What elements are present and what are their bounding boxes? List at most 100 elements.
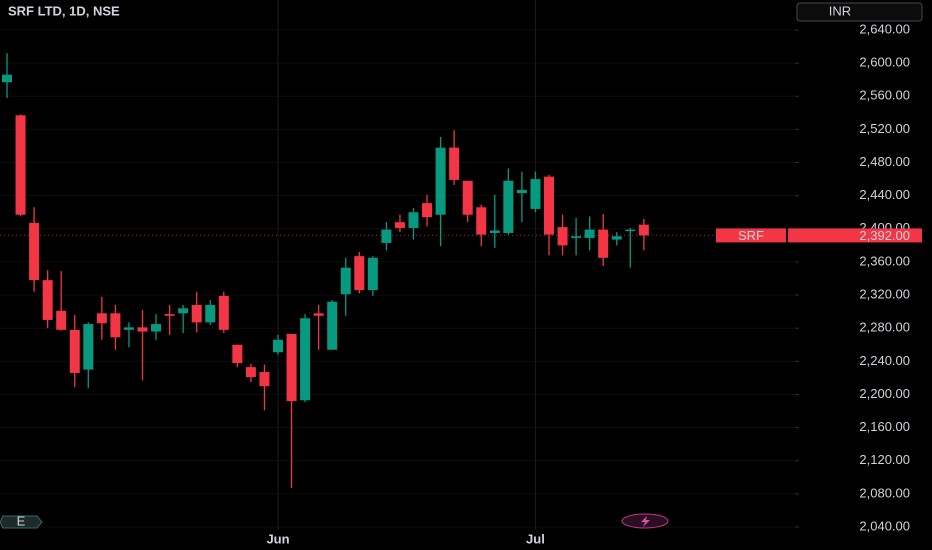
candle-body	[29, 223, 40, 281]
currency-box[interactable]	[796, 2, 923, 22]
candle-body	[178, 308, 189, 314]
candle-body	[137, 327, 148, 332]
candle-body	[584, 229, 595, 238]
candle	[164, 305, 175, 335]
candle-body	[557, 227, 568, 246]
currency[interactable]: INR	[829, 3, 851, 18]
candle	[313, 305, 324, 350]
candle-body	[422, 203, 433, 218]
x-tick-label: Jul	[526, 531, 545, 546]
logo-letter: E	[17, 513, 26, 528]
candle-body	[218, 295, 229, 330]
candle	[178, 305, 189, 334]
candle-body	[489, 230, 500, 233]
candle	[110, 305, 121, 350]
candle-body	[394, 222, 405, 228]
candle	[584, 216, 595, 251]
candle-body	[245, 367, 256, 378]
candle-body	[69, 329, 80, 373]
flash-bolt	[641, 516, 650, 527]
candle	[571, 218, 582, 256]
candle	[408, 208, 419, 240]
candle-body	[15, 115, 26, 215]
candle	[232, 344, 243, 368]
candle	[503, 168, 514, 235]
y-tick-label: 2,520.00	[859, 121, 910, 136]
x-tick-label: Jun	[266, 531, 289, 546]
candle	[557, 214, 568, 256]
candle-body	[516, 189, 527, 194]
y-tick-label: 2,200.00	[859, 386, 910, 401]
candle-body	[367, 257, 378, 291]
candle	[218, 291, 229, 334]
candle	[29, 207, 40, 292]
y-tick-label: 2,280.00	[859, 320, 910, 335]
candle-body	[503, 180, 514, 233]
y-tick-label: 2,480.00	[859, 154, 910, 169]
flash-icon[interactable]	[621, 513, 669, 529]
candle	[476, 204, 487, 247]
candle-body	[462, 180, 473, 215]
candle-body	[123, 327, 134, 330]
candle-body	[327, 301, 338, 350]
candle	[123, 322, 134, 348]
candle	[327, 300, 338, 350]
candle-body	[625, 229, 636, 232]
y-tick-label: 2,600.00	[859, 55, 910, 70]
candle-body	[340, 267, 351, 295]
candle	[56, 271, 67, 331]
candle	[205, 300, 216, 325]
candle-body	[544, 176, 554, 235]
candle	[137, 309, 148, 381]
candle-body	[151, 324, 162, 332]
candle	[598, 213, 609, 267]
candle	[245, 363, 256, 383]
candle-body	[408, 212, 419, 228]
candle	[381, 222, 392, 251]
candle	[449, 130, 460, 185]
candle	[516, 171, 527, 223]
candle	[611, 232, 622, 246]
price-tag	[788, 228, 922, 243]
y-tick-label: 2,040.00	[859, 518, 910, 533]
candle-body	[476, 207, 487, 235]
candle-body	[83, 324, 94, 370]
candle-body	[286, 333, 297, 402]
candle-body	[381, 229, 392, 243]
candle	[96, 296, 107, 340]
candle-body	[598, 229, 609, 258]
grid	[0, 0, 795, 530]
candle-body	[530, 179, 541, 209]
candle	[273, 334, 283, 355]
candle	[354, 251, 365, 294]
chart-title: SRF LTD, 1D, NSE	[8, 3, 120, 18]
candle	[394, 214, 405, 233]
logo-shape[interactable]	[0, 515, 43, 529]
candle-body	[435, 147, 446, 215]
candle	[286, 333, 297, 489]
candle	[435, 136, 446, 247]
candle-body	[259, 372, 270, 387]
y-tick-label: 2,320.00	[859, 287, 910, 302]
candle-body	[611, 236, 622, 240]
candle	[191, 291, 202, 333]
candle-body	[354, 256, 365, 291]
candle-body	[300, 318, 311, 401]
candle-body	[191, 305, 202, 323]
candle	[300, 314, 311, 402]
y-tick-label: 2,080.00	[859, 485, 910, 500]
y-tick-label: 2,160.00	[859, 419, 910, 434]
logo[interactable]: E	[0, 513, 43, 529]
candle	[489, 194, 500, 248]
candle-body	[205, 305, 216, 323]
symbol-tag	[716, 228, 786, 243]
y-tick-label: 2,360.00	[859, 253, 910, 268]
candle	[83, 322, 94, 388]
symbol-label: SRF	[738, 228, 764, 243]
candle-body	[56, 310, 67, 330]
candle-body	[638, 224, 649, 236]
y-tick-label: 2,640.00	[859, 21, 910, 36]
candle	[259, 364, 270, 411]
y-tick-label: 2,240.00	[859, 353, 910, 368]
